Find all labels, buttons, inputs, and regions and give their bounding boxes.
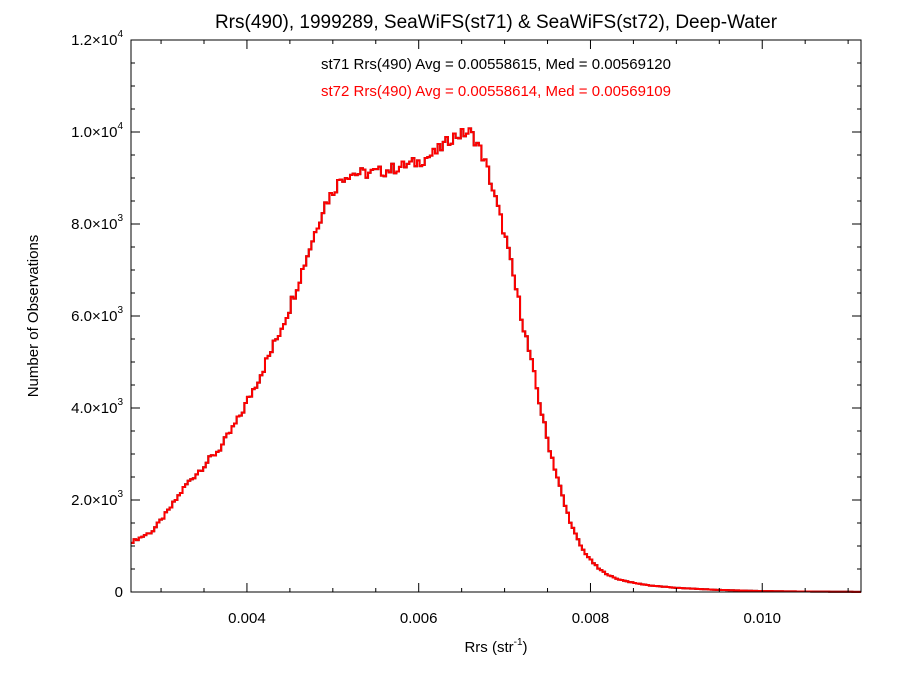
y-tick-label: 4.0×103 bbox=[71, 397, 123, 417]
series-line-st72 bbox=[131, 127, 862, 593]
y-tick-label: 0 bbox=[115, 584, 123, 601]
y-tick-exponent: 3 bbox=[117, 397, 123, 408]
y-tick-mantissa: 8.0×10 bbox=[71, 216, 117, 233]
x-tick-label: 0.008 bbox=[572, 610, 610, 627]
chart-title: Rrs(490), 1999289, SeaWiFS(st71) & SeaWi… bbox=[215, 12, 778, 33]
y-tick-label: 2.0×103 bbox=[71, 489, 123, 509]
y-tick-label: 8.0×103 bbox=[71, 213, 123, 233]
series-layer bbox=[131, 127, 862, 593]
y-tick-exponent: 3 bbox=[117, 489, 123, 500]
y-tick-label: 1.2×104 bbox=[71, 29, 123, 49]
y-tick-label: 1.0×104 bbox=[71, 121, 123, 141]
y-tick-exponent: 3 bbox=[117, 305, 123, 316]
y-tick-mantissa: 0 bbox=[115, 584, 123, 601]
x-axis-label: Rrs (str-1) bbox=[464, 637, 527, 656]
y-tick-label: 6.0×103 bbox=[71, 305, 123, 325]
y-tick-exponent: 3 bbox=[117, 213, 123, 224]
annotation-st71: st71 Rrs(490) Avg = 0.00558615, Med = 0.… bbox=[321, 56, 671, 73]
y-tick-exponent: 4 bbox=[117, 29, 123, 40]
x-axis-label-text: Rrs (str bbox=[464, 639, 513, 656]
y-axis-label: Number of Observations bbox=[25, 235, 42, 398]
x-tick-label: 0.004 bbox=[228, 610, 266, 627]
annotation-st72: st72 Rrs(490) Avg = 0.00558614, Med = 0.… bbox=[321, 83, 671, 100]
y-tick-mantissa: 1.2×10 bbox=[71, 32, 117, 49]
x-tick-label: 0.010 bbox=[743, 610, 781, 627]
x-axis-label-superscript: -1 bbox=[514, 637, 523, 648]
x-tick-label: 0.006 bbox=[400, 610, 438, 627]
y-tick-exponent: 4 bbox=[117, 121, 123, 132]
x-axis: 0.004 0.006 0.008 0.010 bbox=[160, 40, 849, 627]
x-axis-label-close: ) bbox=[523, 639, 528, 656]
y-tick-mantissa: 6.0×10 bbox=[71, 308, 117, 325]
y-tick-mantissa: 2.0×10 bbox=[71, 492, 117, 509]
plot-frame bbox=[130, 39, 862, 593]
y-tick-mantissa: 1.0×10 bbox=[71, 124, 117, 141]
y-axis: 02.0×1034.0×1036.0×1038.0×1031.0×1041.2×… bbox=[71, 29, 861, 601]
y-tick-mantissa: 4.0×10 bbox=[71, 400, 117, 417]
